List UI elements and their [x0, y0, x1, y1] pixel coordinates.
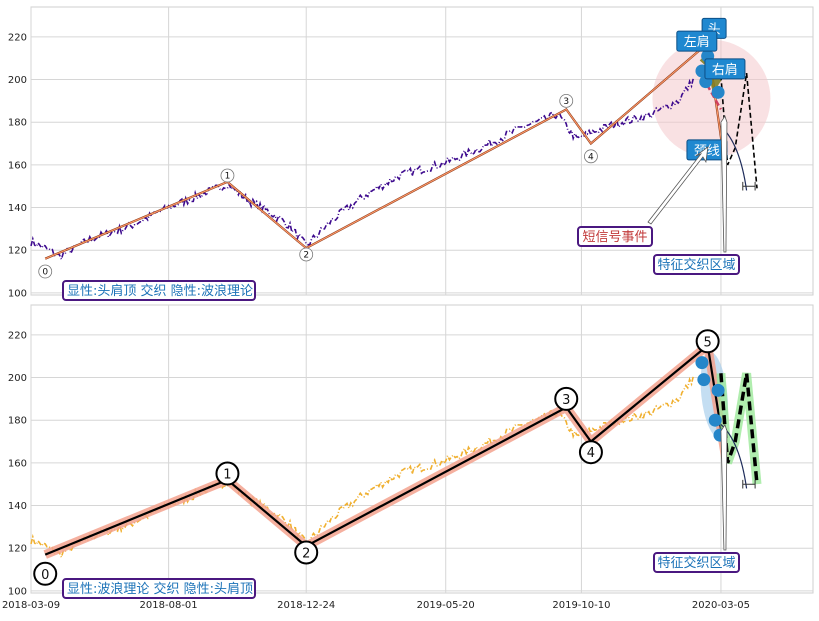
projection-target-bracket	[742, 479, 756, 489]
annotation-feature-region: 特征交织区域	[657, 257, 735, 273]
wave-point-marker	[220, 168, 235, 183]
x-tick-label: 2018-12-24	[277, 600, 335, 611]
legend-box	[62, 280, 256, 301]
y-tick-label: 160	[8, 458, 27, 469]
annotation-feature-region: 特征交织区域	[657, 555, 735, 571]
y-tick-label: 180	[8, 416, 27, 427]
wave-point-marker	[215, 461, 240, 486]
wave-point-label: 4	[587, 446, 595, 461]
y-tick-label: 220	[8, 32, 27, 43]
annotation-short-signal: 短信号事件	[582, 230, 647, 245]
x-tick-label: 2019-10-10	[552, 600, 610, 611]
shoulder-point	[695, 356, 709, 370]
y-tick-label: 120	[8, 544, 27, 555]
wave-point-marker	[294, 540, 319, 565]
series-neckline	[697, 68, 722, 111]
shoulder-point	[708, 413, 722, 427]
wave-point-marker	[554, 386, 579, 411]
legend-text: 显性:头肩顶 交织 隐性:波浪理论	[67, 283, 253, 299]
annotation-arrow	[647, 146, 709, 225]
wave-point-marker	[695, 329, 720, 354]
wave-point-label: 3	[563, 97, 569, 107]
wave-point-label: 4	[588, 152, 594, 162]
shoulder-point	[711, 383, 725, 397]
wave-point-label: 0	[41, 568, 49, 583]
y-tick-label: 200	[8, 75, 27, 86]
wave-point-label: 1	[225, 172, 231, 182]
y-tick-label: 180	[8, 118, 27, 129]
annotation-tag	[676, 30, 718, 52]
legend-box	[62, 578, 256, 599]
shoulder-point	[711, 85, 725, 99]
annotation-box	[653, 254, 740, 275]
y-tick-label: 200	[8, 373, 27, 384]
annotation-tag-label: 左肩	[684, 34, 710, 50]
wave-point-marker	[38, 264, 53, 279]
wave-point-label: 0	[42, 268, 48, 278]
wave-point-marker	[584, 149, 598, 164]
x-tick-label: 2019-05-20	[417, 600, 475, 611]
shoulder-point	[697, 373, 711, 387]
annotation-tag	[704, 58, 746, 80]
projection-target-bracket	[742, 181, 756, 191]
wave-point-label: 3	[562, 393, 570, 408]
x-tick-label: 2018-03-09	[2, 600, 60, 611]
wave-point-marker	[578, 440, 603, 465]
wave-point-label: 1	[223, 468, 231, 483]
y-tick-label: 220	[8, 330, 27, 341]
annotation-tag-label: 右肩	[712, 62, 738, 78]
wave-point-marker	[33, 561, 58, 586]
wave-point-label: 5	[704, 335, 712, 350]
y-tick-label: 140	[8, 501, 27, 512]
wave-point-marker	[299, 247, 314, 262]
y-tick-label: 160	[8, 160, 27, 171]
y-tick-label: 140	[8, 203, 27, 214]
y-tick-label: 100	[8, 288, 27, 299]
wave-point-label: 2	[302, 546, 310, 561]
annotation-box	[577, 226, 653, 247]
annotation-arrow	[720, 423, 728, 551]
legend-text: 显性:波浪理论 交织 隐性:头肩顶	[67, 581, 253, 597]
panel-top: 100 120 140 160 180 200 220 0 1 2 3 4 显性:头肩顶 交织 隐性:波…	[8, 6, 814, 301]
x-tick-label: 2020-03-05	[692, 600, 750, 611]
plot-area	[30, 304, 814, 594]
y-tick-label: 100	[8, 586, 27, 597]
series-price	[30, 77, 695, 262]
annotation-box	[653, 552, 740, 573]
x-tick-label: 2018-08-01	[140, 600, 198, 611]
y-tick-label: 120	[8, 246, 27, 257]
annotation-arrow	[720, 115, 728, 253]
wave-point-label: 2	[303, 250, 309, 260]
wave-point-marker	[559, 93, 574, 108]
